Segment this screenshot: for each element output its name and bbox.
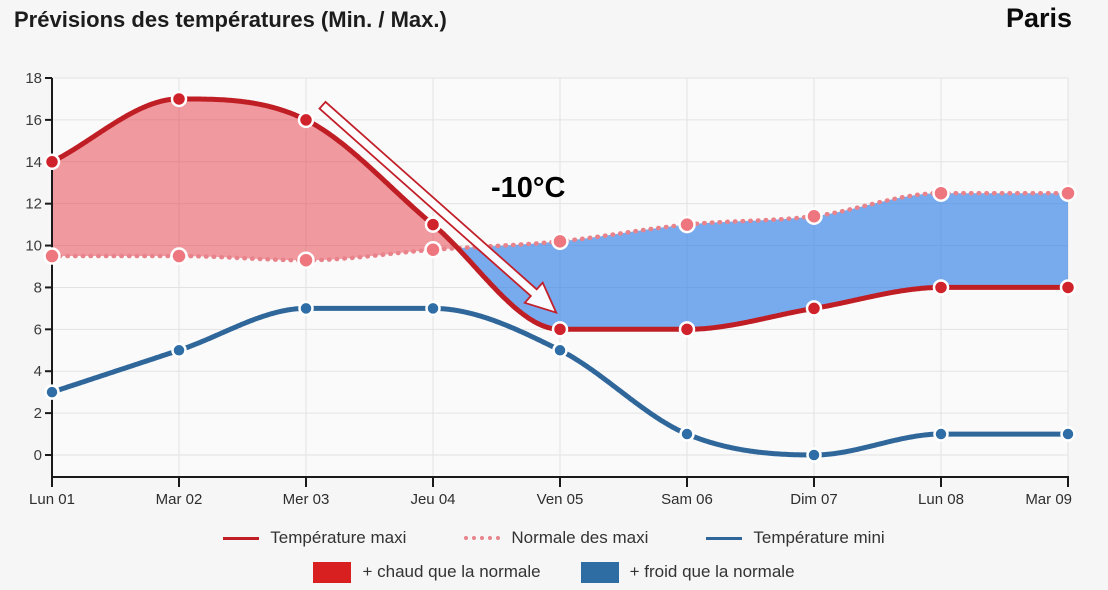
y-axis-labels: 0 2 4 6 8 10 12 14 16 18 bbox=[25, 70, 42, 464]
legend-item-normale[interactable]: Normale des maxi bbox=[464, 528, 648, 548]
point-s0-d8[interactable] bbox=[1059, 279, 1077, 296]
point-s1-d6[interactable] bbox=[805, 207, 823, 225]
svg-text:12: 12 bbox=[25, 196, 42, 213]
temperature-chart: 0 2 4 6 8 10 12 14 16 18 Lun 01 Mar 02 Mer 03 Jeu 04 V… bbox=[25, 70, 1077, 508]
svg-text:10: 10 bbox=[25, 238, 42, 255]
svg-text:2: 2 bbox=[34, 405, 42, 422]
mini-line-sample bbox=[706, 536, 743, 540]
legend-label-colder: + froid que la normale bbox=[629, 562, 795, 581]
point-s0-d3[interactable] bbox=[424, 216, 442, 233]
warmer-band bbox=[52, 98, 458, 261]
legend-label-normale: Normale des maxi bbox=[511, 528, 649, 547]
city-label: Paris bbox=[1005, 3, 1072, 33]
point-s1-d7[interactable] bbox=[932, 184, 950, 202]
point-s1-d4[interactable] bbox=[551, 232, 569, 251]
svg-text:Ven 05: Ven 05 bbox=[537, 491, 584, 508]
point-s0-d6[interactable] bbox=[805, 300, 823, 317]
series-legend: Température maxi Normale des maxi Tempér… bbox=[0, 524, 1108, 552]
legend-item-mini[interactable]: Température mini bbox=[706, 528, 885, 548]
colder-swatch bbox=[580, 561, 619, 583]
point-s1-d1[interactable] bbox=[170, 247, 188, 265]
point-s1-d2[interactable] bbox=[297, 251, 315, 269]
point-s1-d8[interactable] bbox=[1059, 184, 1077, 202]
colder-band bbox=[458, 193, 1068, 330]
svg-text:Sam 06: Sam 06 bbox=[661, 491, 713, 508]
point-s2-d4[interactable] bbox=[552, 342, 568, 359]
legend-label-maxi: Température maxi bbox=[270, 528, 407, 547]
point-s0-d7[interactable] bbox=[932, 279, 950, 296]
delta-annotation: -10°C bbox=[491, 172, 566, 204]
point-s0-d0[interactable] bbox=[43, 153, 61, 171]
svg-text:Jeu 04: Jeu 04 bbox=[410, 491, 455, 508]
svg-text:0: 0 bbox=[34, 447, 42, 464]
bands-legend: + chaud que la normale + froid que la no… bbox=[0, 559, 1108, 585]
point-s2-d1[interactable] bbox=[171, 342, 187, 359]
legend-item-maxi[interactable]: Température maxi bbox=[223, 528, 406, 548]
point-s0-d1[interactable] bbox=[170, 90, 188, 108]
axes bbox=[45, 77, 1069, 487]
data-points bbox=[43, 90, 1077, 463]
svg-text:Lun 08: Lun 08 bbox=[918, 491, 964, 508]
point-s2-d8[interactable] bbox=[1060, 426, 1076, 442]
svg-text:Dim 07: Dim 07 bbox=[790, 491, 838, 508]
legend-item-colder[interactable]: + froid que la normale bbox=[580, 561, 795, 583]
svg-text:Mer 03: Mer 03 bbox=[283, 491, 330, 508]
svg-text:16: 16 bbox=[25, 112, 42, 129]
point-s1-d5[interactable] bbox=[678, 215, 696, 234]
svg-text:Lun 01: Lun 01 bbox=[29, 491, 75, 508]
svg-text:18: 18 bbox=[25, 70, 42, 87]
svg-text:4: 4 bbox=[34, 363, 42, 380]
legend-label-warmer: + chaud que la normale bbox=[362, 562, 541, 581]
point-s2-d5[interactable] bbox=[679, 426, 695, 442]
x-axis-labels: Lun 01 Mar 02 Mer 03 Jeu 04 Ven 05 Sam 06 Dim … bbox=[29, 491, 1072, 508]
svg-text:6: 6 bbox=[34, 321, 42, 338]
point-s0-d5[interactable] bbox=[678, 321, 696, 338]
warmer-swatch bbox=[313, 561, 352, 583]
page-title: Prévisions des températures (Min. / Max.… bbox=[14, 7, 447, 32]
point-s2-d2[interactable] bbox=[298, 300, 314, 317]
svg-text:Mar 02: Mar 02 bbox=[156, 491, 203, 508]
svg-text:14: 14 bbox=[25, 154, 42, 171]
svg-text:8: 8 bbox=[34, 279, 42, 296]
point-s2-d6[interactable] bbox=[806, 447, 822, 463]
point-s2-d7[interactable] bbox=[933, 426, 949, 442]
normale-line-sample bbox=[464, 536, 501, 540]
point-s1-d3[interactable] bbox=[424, 240, 442, 259]
svg-text:Mar 09: Mar 09 bbox=[1025, 491, 1072, 508]
point-s2-d0[interactable] bbox=[44, 384, 60, 400]
legend-item-warmer[interactable]: + chaud que la normale bbox=[313, 561, 541, 583]
legend-label-mini: Température mini bbox=[753, 528, 885, 547]
point-s0-d4[interactable] bbox=[551, 321, 569, 338]
maxi-line-sample bbox=[223, 536, 260, 540]
point-s0-d2[interactable] bbox=[297, 111, 315, 129]
point-s2-d3[interactable] bbox=[425, 300, 441, 317]
cooling-arrow bbox=[318, 100, 558, 315]
point-s1-d0[interactable] bbox=[43, 247, 61, 265]
